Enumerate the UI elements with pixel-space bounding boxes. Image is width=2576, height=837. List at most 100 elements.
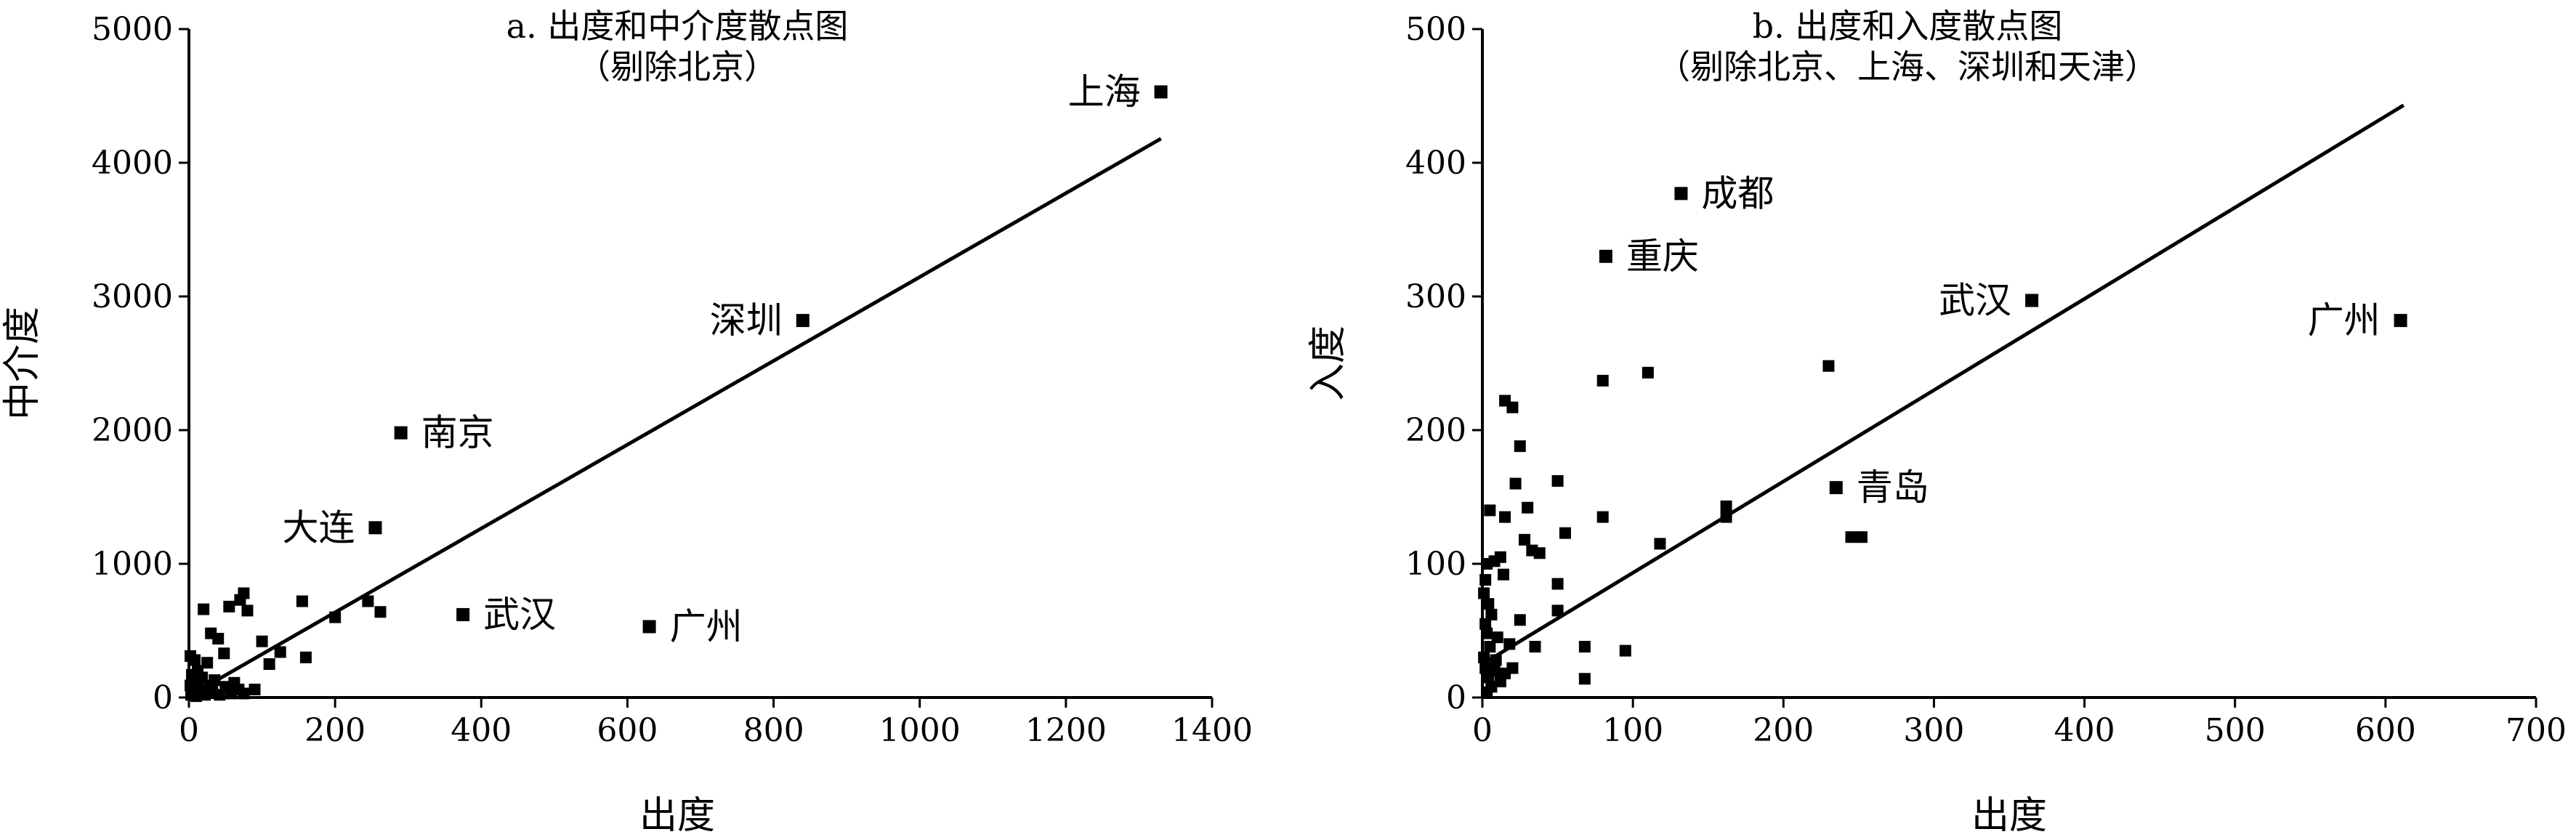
chart-a-data-point — [241, 604, 254, 617]
chart-a-labeled-point — [1154, 85, 1168, 99]
chart-b-x-tick-label: 700 — [2506, 712, 2567, 749]
chart-b-trend-line — [1481, 103, 2405, 666]
chart-b-data-point — [1509, 477, 1522, 490]
chart-b-data-point — [1856, 531, 1868, 543]
chart-a-data-point — [249, 683, 261, 695]
chart-a-data-point — [299, 651, 312, 663]
chart-b-point-label: 成都 — [1701, 172, 1774, 214]
chart-a-y-tick-label: 0 — [153, 679, 173, 716]
chart-b-subtitle: （剔除北京、上海、深圳和天津） — [1657, 47, 2158, 86]
chart-b-data-point — [1578, 641, 1591, 653]
chart-b-data-point — [1720, 511, 1732, 523]
chart-b-data-point — [1481, 686, 1493, 698]
chart-b-y-axis-label: 入度 — [1307, 326, 1350, 401]
chart-b-data-point — [1720, 500, 1732, 512]
chart-b-data-point — [1482, 598, 1495, 610]
chart-b-x-tick-label: 200 — [1753, 712, 1814, 749]
chart-a-x-tick-label: 1400 — [1171, 712, 1253, 749]
chart-b-data-point — [1551, 604, 1564, 617]
chart-b-data-point — [1506, 662, 1519, 674]
chart-a-y-tick-label: 2000 — [92, 412, 173, 449]
chart-b-data-point — [1484, 641, 1496, 653]
chart-a-data-point — [212, 633, 225, 645]
chart-a-y-tick-label: 3000 — [92, 278, 173, 315]
chart-b-labeled-point — [2025, 294, 2039, 307]
chart-a-data-point — [198, 603, 210, 615]
chart-a-x-tick-label: 0 — [179, 712, 199, 749]
chart-b-x-tick-label: 100 — [1602, 712, 1663, 749]
chart-a-labeled-point — [642, 620, 656, 634]
chart-a-data-point — [186, 668, 198, 681]
chart-a-point-label: 广州 — [670, 605, 743, 647]
chart-b-y-tick-label: 400 — [1405, 145, 1466, 182]
chart-b-data-point — [1619, 644, 1631, 657]
chart-a-y-tick-label: 1000 — [92, 546, 173, 583]
chart-b-data-point — [1596, 374, 1609, 387]
chart-b-x-axis-label: 出度 — [1971, 794, 2047, 837]
chart-a-trend-line — [187, 137, 1162, 698]
chart-b-x-tick-label: 300 — [1903, 712, 1964, 749]
chart-b-labeled-point — [1674, 187, 1688, 201]
chart-b-data-point — [1494, 551, 1506, 563]
chart-b-point-label: 广州 — [2308, 299, 2381, 341]
chart-b-data-point — [1485, 608, 1498, 620]
chart-b-data-point — [1484, 504, 1496, 517]
chart-b-data-point — [1490, 654, 1502, 666]
chart-a-data-point — [223, 600, 235, 612]
chart-b-data-point — [1506, 401, 1519, 413]
chart-a-y-tick-label: 4000 — [92, 145, 173, 182]
chart-b-data-point — [1479, 574, 1492, 586]
chart-b-point-label: 青岛 — [1857, 466, 1929, 509]
chart-a-data-point — [201, 657, 214, 669]
chart-b-data-point — [1479, 662, 1492, 674]
chart-a-subtitle: （剔除北京） — [577, 47, 778, 86]
chart-a-point-label: 南京 — [421, 412, 494, 454]
chart-a-data-point — [274, 646, 286, 658]
chart-b-data-point — [1642, 366, 1654, 379]
chart-a-data-point — [296, 595, 308, 607]
chart-b-data-point — [1522, 501, 1534, 514]
chart-a-x-tick-label: 600 — [597, 712, 658, 749]
chart-b-x-tick-label: 600 — [2355, 712, 2416, 749]
chart-a-data-point — [329, 611, 342, 623]
chart-a-x-tick-label: 400 — [451, 712, 512, 749]
chart-b-data-point — [1822, 360, 1835, 372]
chart-b-data-point — [1478, 587, 1490, 599]
chart-a-data-point — [362, 595, 374, 607]
chart-b-y-tick-label: 200 — [1405, 412, 1466, 449]
chart-a-data-point — [238, 587, 250, 599]
chart-b-y-tick-label: 0 — [1446, 679, 1466, 716]
chart-b-data-point — [1654, 538, 1666, 550]
chart-a-title: a. 出度和中介度散点图 — [506, 7, 849, 46]
chart-b-data-point — [1529, 641, 1541, 653]
chart-a-x-tick-label: 200 — [304, 712, 366, 749]
chart-a-data-point — [218, 647, 230, 660]
chart-b-labeled-point — [1829, 481, 1843, 495]
chart-a-data-point — [238, 687, 250, 700]
chart-b-data-point — [1482, 671, 1495, 684]
chart-b-data-point — [1499, 511, 1511, 523]
chart-a-x-tick-label: 800 — [743, 712, 804, 749]
chart-a-x-tick-label: 1000 — [879, 712, 961, 749]
chart-b-data-point — [1514, 440, 1526, 453]
chart-a-y-axis-label: 中介度 — [1, 307, 44, 420]
chart-b-data-point — [1596, 511, 1609, 523]
chart-b-labeled-point — [1599, 249, 1612, 263]
chart-b-data-point — [1514, 614, 1526, 626]
chart-b-data-point — [1551, 578, 1564, 590]
chart-b-y-tick-label: 100 — [1405, 546, 1466, 583]
chart-b-point-label: 武汉 — [1939, 280, 2011, 322]
chart-a-labeled-point — [394, 426, 408, 440]
chart-b-data-point — [1491, 631, 1503, 644]
chart-a-y-tick-label: 5000 — [92, 11, 173, 48]
chart-b-data-point — [1551, 474, 1564, 487]
chart-a-point-label: 大连 — [282, 506, 355, 549]
chart-b-y-tick-label: 500 — [1405, 11, 1466, 48]
chart-a-data-point — [374, 606, 387, 618]
chart-a-point-label: 深圳 — [710, 299, 783, 341]
chart-b-data-point — [1503, 638, 1516, 650]
chart-b-data-point — [1519, 533, 1530, 546]
chart-b-x-tick-label: 500 — [2205, 712, 2266, 749]
chart-b-title: b. 出度和入度散点图 — [1753, 7, 2063, 46]
